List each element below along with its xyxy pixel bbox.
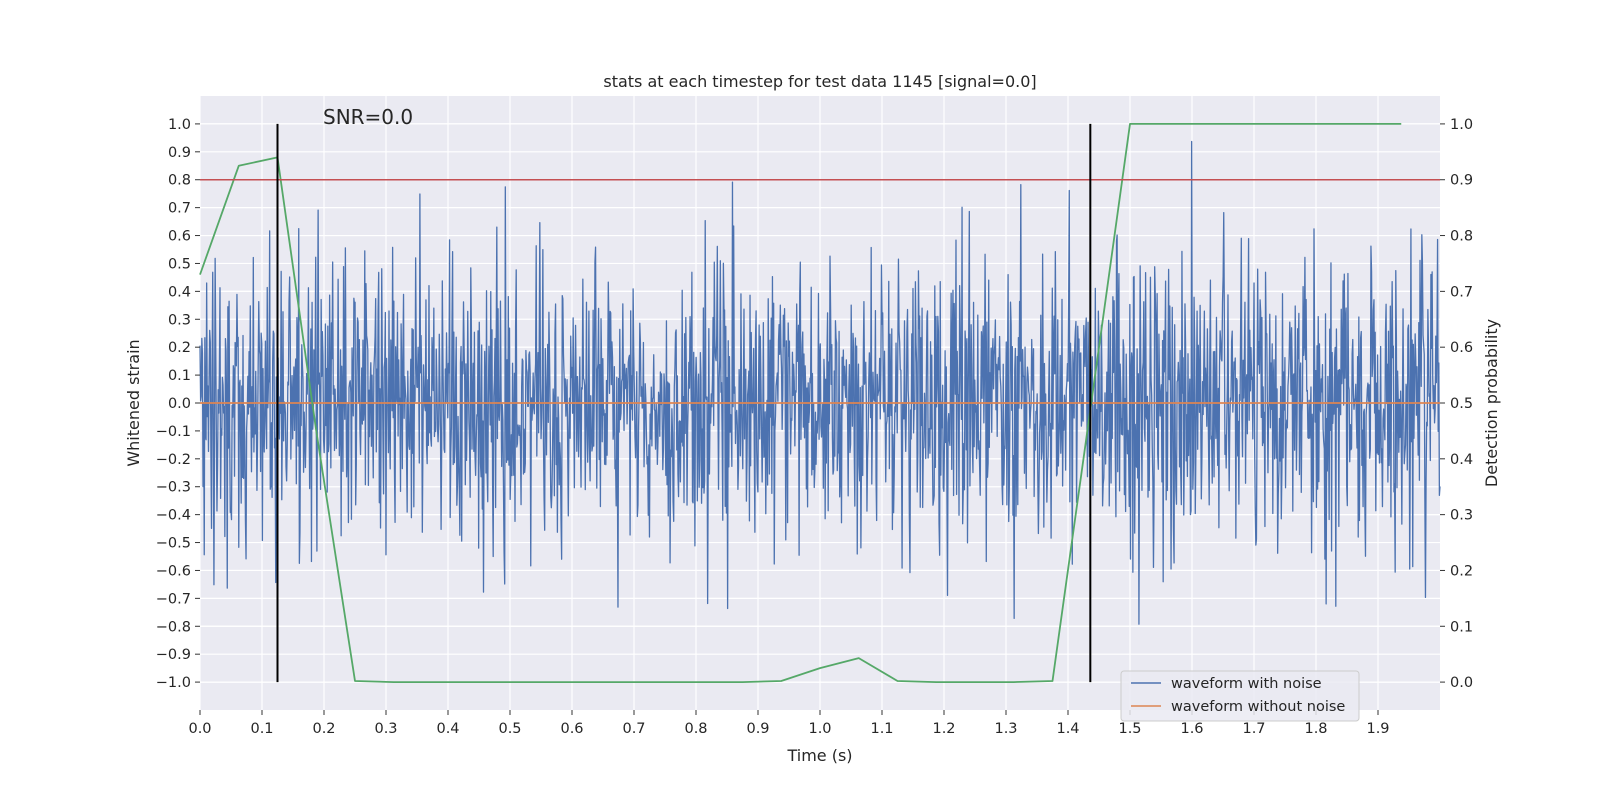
y-tick-label: −0.2 (156, 452, 191, 468)
x-tick-label: 1.8 (1304, 721, 1327, 737)
y2-tick-label: 0.4 (1450, 452, 1473, 468)
y2-tick-label: 0.9 (1450, 173, 1473, 189)
x-tick-label: 1.0 (808, 721, 831, 737)
x-tick-label: 1.7 (1242, 721, 1265, 737)
y-tick-label: 0.3 (168, 312, 191, 328)
x-tick-label: 0.5 (498, 721, 521, 737)
x-tick-label: 1.1 (870, 721, 893, 737)
y-tick-label: −0.9 (156, 647, 191, 663)
y2-tick-label: 0.2 (1450, 563, 1473, 579)
y-tick-label: 0.9 (168, 145, 191, 161)
x-tick-label: 1.9 (1366, 721, 1389, 737)
x-tick-label: 0.4 (436, 721, 459, 737)
snr-annotation: SNR=0.0 (323, 105, 413, 129)
y2-tick-label: 0.8 (1450, 229, 1473, 245)
series-layer (199, 123, 1441, 683)
reference-lines-layer (200, 123, 1440, 683)
y2-axis-label: Detection probability (1482, 319, 1501, 487)
y-tick-label: −0.8 (156, 619, 191, 635)
y2-tick-label: 0.0 (1450, 675, 1473, 691)
y-tick-label: −0.5 (156, 536, 191, 552)
x-tick-label: 1.2 (932, 721, 955, 737)
y-tick-label: 0.1 (168, 368, 191, 384)
y-tick-label: −0.6 (156, 563, 191, 579)
x-tick-label: 0.9 (746, 721, 769, 737)
y-tick-label: −0.3 (156, 480, 191, 496)
x-tick-label: 0.1 (250, 721, 273, 737)
chart-title: stats at each timestep for test data 114… (603, 72, 1036, 91)
y2-tick-label: 0.1 (1450, 619, 1473, 635)
y2-tick-label: 0.3 (1450, 508, 1473, 524)
legend: waveform with noise waveform without noi… (1120, 670, 1360, 722)
y-tick-label: −0.4 (156, 508, 191, 524)
x-tick-label: 0.7 (622, 721, 645, 737)
y-tick-label: −0.1 (156, 424, 191, 440)
y-tick-label: 0.6 (168, 229, 191, 245)
x-tick-label: 1.4 (1056, 721, 1079, 737)
x-tick-label: 1.5 (1118, 721, 1141, 737)
x-tick-label: 0.6 (560, 721, 583, 737)
y-tick-label: −1.0 (156, 675, 191, 691)
series-line-2 (199, 123, 1402, 683)
y-tick-label: 0.7 (168, 201, 191, 217)
ticks-layer: 0.0 0.1 0.2 0.3 0.4 0.5 0.6 0.7 0.8 0.9 1.0 1.1 1.2 1… (156, 117, 1473, 737)
y-tick-label: −0.7 (156, 591, 191, 607)
legend-label-noise: waveform with noise (1171, 676, 1322, 692)
y2-tick-label: 0.5 (1450, 396, 1473, 412)
legend-label-clean: waveform without noise (1171, 699, 1345, 715)
legend-frame (1120, 670, 1360, 722)
x-tick-label: 1.6 (1180, 721, 1203, 737)
x-tick-label: 1.3 (994, 721, 1017, 737)
y-tick-label: 0.5 (168, 256, 191, 272)
x-tick-label: 0.0 (188, 721, 211, 737)
x-axis-label: Time (s) (786, 746, 852, 765)
series-line-0 (199, 140, 1441, 625)
y-tick-label: 0.4 (168, 284, 191, 300)
y-tick-label: 0.0 (168, 396, 191, 412)
y-tick-label: 1.0 (168, 117, 191, 133)
x-tick-label: 0.3 (374, 721, 397, 737)
x-tick-label: 0.2 (312, 721, 335, 737)
y2-tick-label: 0.7 (1450, 284, 1473, 300)
y-tick-label: 0.2 (168, 340, 191, 356)
y2-tick-label: 0.6 (1450, 340, 1473, 356)
y-axis-label: Whitened strain (124, 339, 143, 466)
y2-tick-label: 1.0 (1450, 117, 1473, 133)
x-tick-label: 0.8 (684, 721, 707, 737)
y-tick-label: 0.8 (168, 173, 191, 189)
